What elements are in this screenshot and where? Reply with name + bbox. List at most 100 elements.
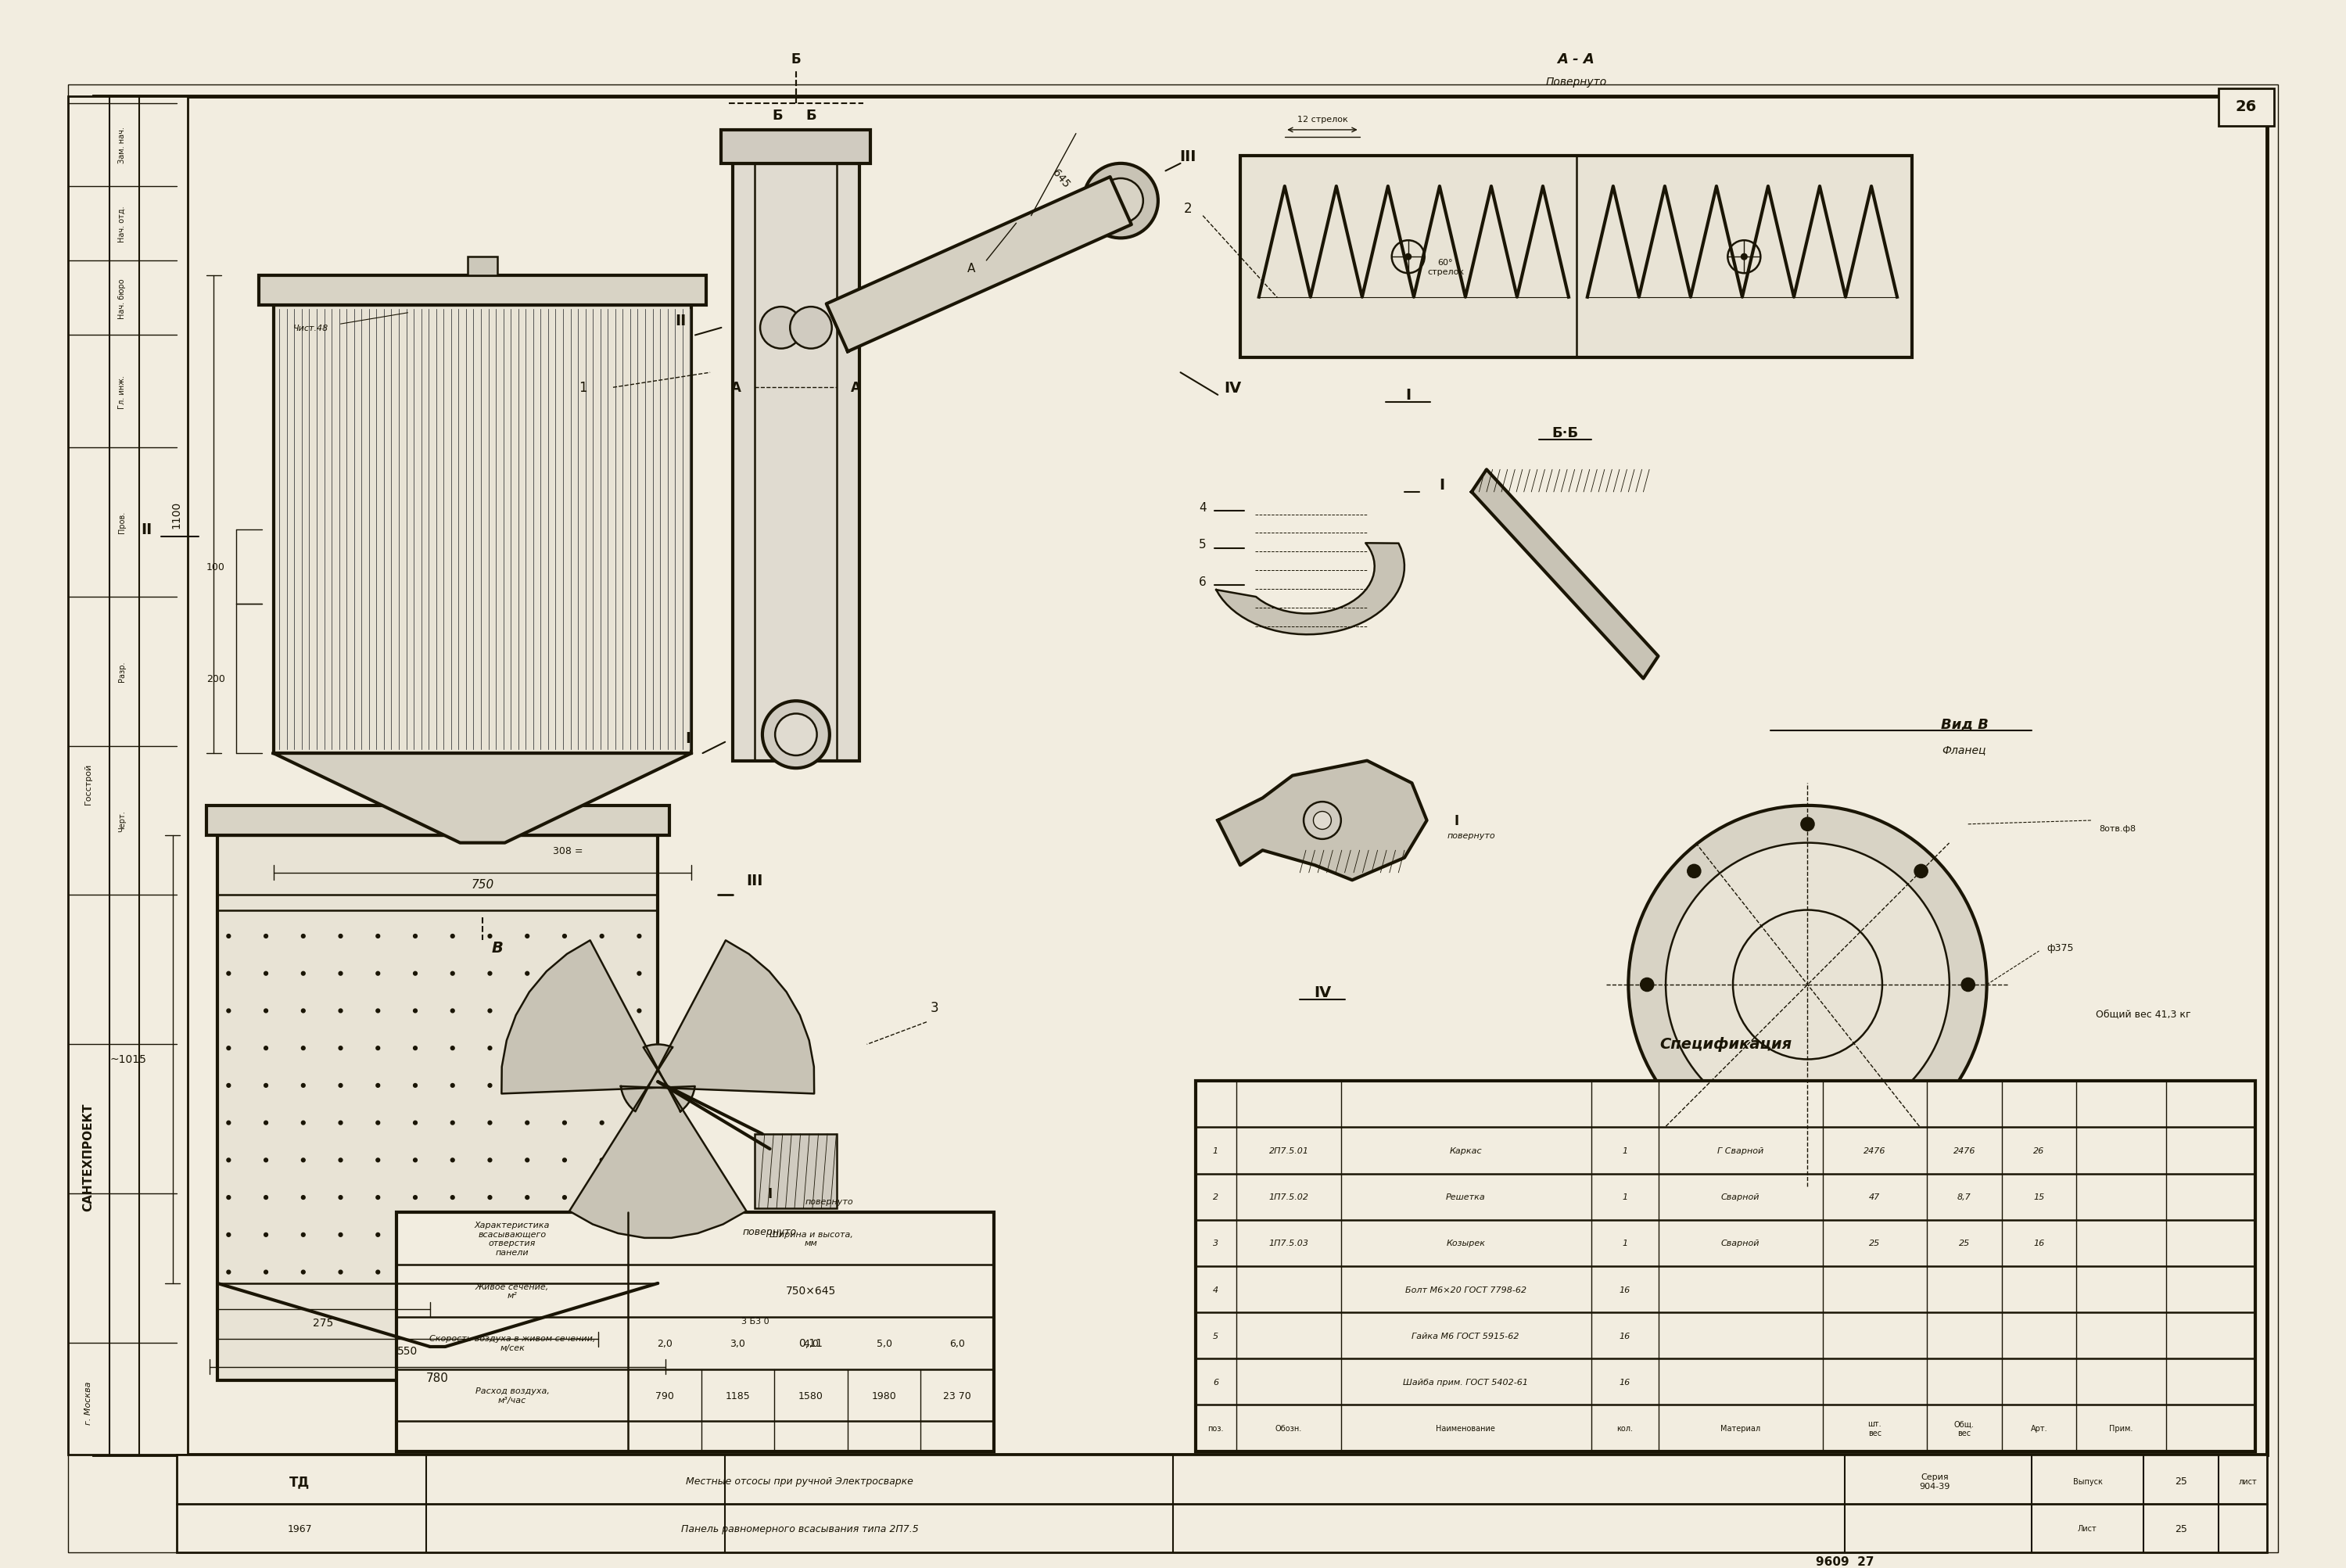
Text: 6: 6 xyxy=(1199,575,1206,588)
Text: 2476: 2476 xyxy=(1863,1146,1886,1154)
Text: Б: Б xyxy=(772,108,784,122)
Circle shape xyxy=(526,1083,530,1088)
Text: 1967: 1967 xyxy=(286,1523,312,1534)
Text: повернуто: повернуто xyxy=(744,1226,798,1236)
Text: 16: 16 xyxy=(1619,1378,1630,1386)
Circle shape xyxy=(563,972,565,975)
Text: 1100: 1100 xyxy=(171,502,183,528)
Text: 4: 4 xyxy=(1213,1286,1218,1294)
Text: ~1015: ~1015 xyxy=(110,1054,145,1065)
Circle shape xyxy=(300,1046,305,1051)
Text: 5: 5 xyxy=(1199,539,1206,550)
Circle shape xyxy=(601,935,603,938)
Text: А: А xyxy=(852,381,861,395)
Circle shape xyxy=(774,713,816,756)
Text: 3: 3 xyxy=(1213,1239,1218,1247)
Bar xyxy=(1241,157,1912,358)
Circle shape xyxy=(413,1196,418,1200)
Text: 25: 25 xyxy=(2175,1475,2186,1486)
Circle shape xyxy=(601,1010,603,1013)
Text: Общ.
вес: Общ. вес xyxy=(1954,1419,1975,1436)
Text: 1: 1 xyxy=(1621,1193,1628,1201)
Text: Сварной: Сварной xyxy=(1722,1193,1760,1201)
Text: 1185: 1185 xyxy=(725,1391,751,1400)
Circle shape xyxy=(488,1270,493,1275)
Text: Сварной: Сварной xyxy=(1722,1239,1760,1247)
Circle shape xyxy=(601,1159,603,1162)
Text: 6: 6 xyxy=(1213,1378,1218,1386)
Text: 25: 25 xyxy=(1870,1239,1881,1247)
Circle shape xyxy=(1914,1091,1928,1105)
Circle shape xyxy=(265,972,267,975)
Text: 6,0: 6,0 xyxy=(950,1338,964,1348)
Text: 16: 16 xyxy=(2034,1239,2046,1247)
Circle shape xyxy=(563,935,565,938)
Text: 645: 645 xyxy=(1051,168,1072,190)
Circle shape xyxy=(375,1232,380,1237)
Circle shape xyxy=(488,1159,493,1162)
Circle shape xyxy=(563,1232,565,1237)
Text: 3: 3 xyxy=(929,1000,938,1014)
Text: 780: 780 xyxy=(427,1372,448,1383)
Circle shape xyxy=(488,1083,493,1088)
Text: I: I xyxy=(685,731,690,746)
Circle shape xyxy=(1084,165,1159,238)
Text: Шайба прим. ГОСТ 5402-61: Шайба прим. ГОСТ 5402-61 xyxy=(1403,1378,1527,1386)
Text: Выпуск: Выпуск xyxy=(2074,1477,2102,1485)
Text: Фланец: Фланец xyxy=(1942,745,1987,756)
Text: САНТЕХПРОЕКТ: САНТЕХПРОЕКТ xyxy=(82,1102,94,1210)
Text: 16: 16 xyxy=(1619,1331,1630,1339)
Circle shape xyxy=(638,935,640,938)
Circle shape xyxy=(413,935,418,938)
Text: Чист.48: Чист.48 xyxy=(293,325,328,332)
Circle shape xyxy=(300,1232,305,1237)
Circle shape xyxy=(760,307,802,350)
Polygon shape xyxy=(1218,760,1426,880)
Bar xyxy=(755,1134,838,1209)
Text: Местные отсосы при ручной Электросварке: Местные отсосы при ручной Электросварке xyxy=(685,1475,913,1486)
Circle shape xyxy=(413,1083,418,1088)
Circle shape xyxy=(563,1046,565,1051)
Text: Арт.: Арт. xyxy=(2032,1424,2048,1432)
Text: А - А: А - А xyxy=(1558,53,1595,66)
Circle shape xyxy=(228,1083,230,1088)
Text: Нач. отд.: Нач. отд. xyxy=(117,205,127,241)
Circle shape xyxy=(375,1010,380,1013)
Text: Б: Б xyxy=(805,108,816,122)
Circle shape xyxy=(338,1159,343,1162)
Circle shape xyxy=(228,972,230,975)
Circle shape xyxy=(228,1159,230,1162)
Text: Повернуто: Повернуто xyxy=(1546,77,1607,88)
Text: 275: 275 xyxy=(312,1317,333,1328)
Text: 25: 25 xyxy=(1959,1239,1971,1247)
Circle shape xyxy=(375,1270,380,1275)
Circle shape xyxy=(1405,254,1412,260)
Text: Решетка: Решетка xyxy=(1445,1193,1485,1201)
Text: 1: 1 xyxy=(1621,1239,1628,1247)
Circle shape xyxy=(526,1232,530,1237)
Text: II: II xyxy=(141,522,152,538)
Circle shape xyxy=(450,1232,455,1237)
Text: Черт.: Черт. xyxy=(117,811,127,831)
Circle shape xyxy=(1314,812,1330,829)
Circle shape xyxy=(488,1010,493,1013)
Circle shape xyxy=(1666,844,1950,1127)
Circle shape xyxy=(338,1121,343,1124)
Circle shape xyxy=(265,1270,267,1275)
Bar xyxy=(274,306,692,754)
Bar xyxy=(68,97,188,1455)
Circle shape xyxy=(601,1121,603,1124)
Text: 1П7.5.02: 1П7.5.02 xyxy=(1269,1193,1309,1201)
Text: Вид В: Вид В xyxy=(1940,717,1987,731)
Circle shape xyxy=(638,1270,640,1275)
Bar xyxy=(2219,89,2273,127)
Text: 1П7.5.03: 1П7.5.03 xyxy=(1269,1239,1309,1247)
Circle shape xyxy=(265,1121,267,1124)
Circle shape xyxy=(1304,803,1342,839)
Circle shape xyxy=(375,1159,380,1162)
Text: 60°
стрелок: 60° стрелок xyxy=(1426,259,1464,276)
Circle shape xyxy=(526,1121,530,1124)
Circle shape xyxy=(638,1159,640,1162)
Circle shape xyxy=(450,972,455,975)
Circle shape xyxy=(338,1010,343,1013)
